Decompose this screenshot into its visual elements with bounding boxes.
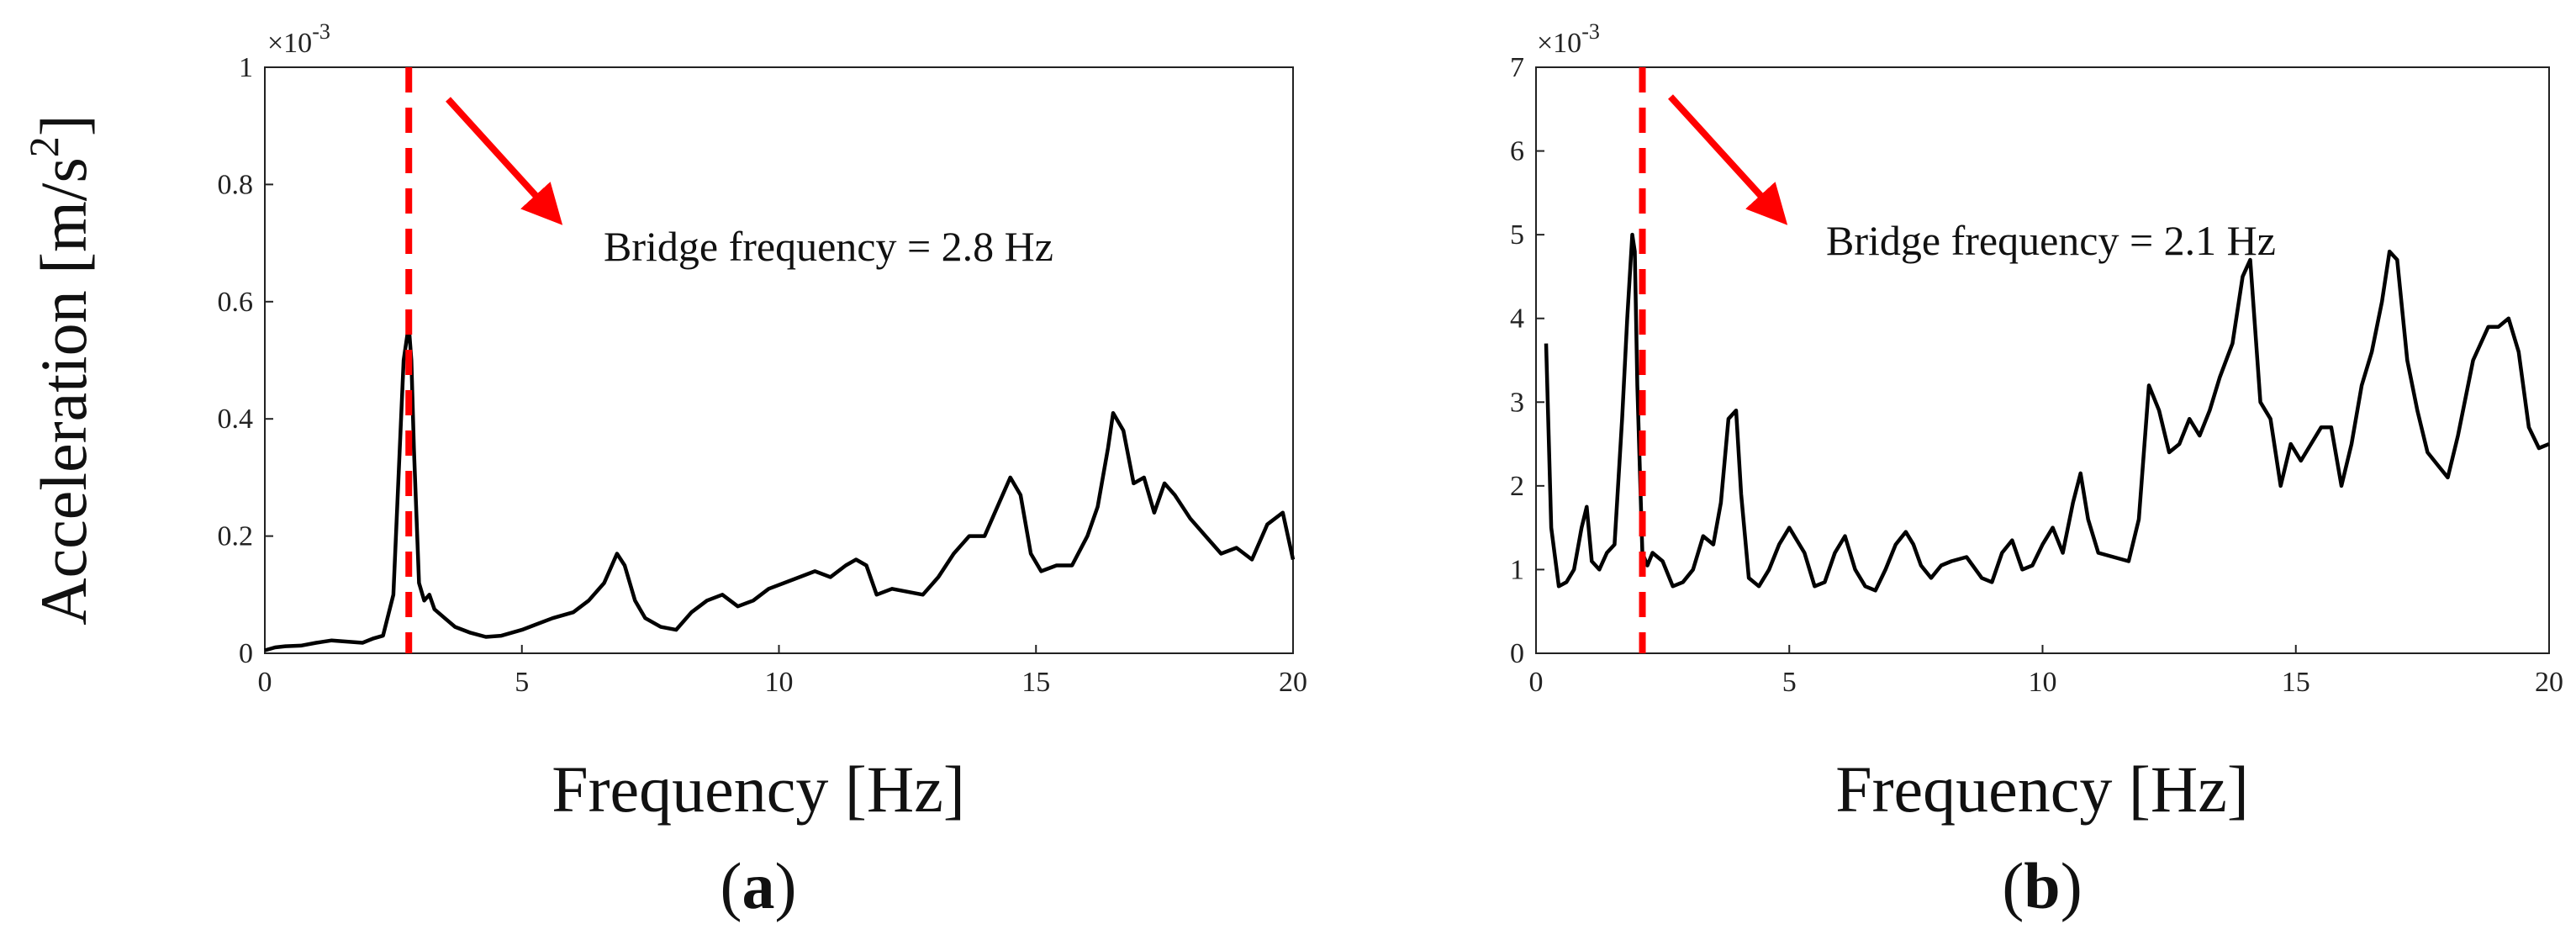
y-tick-label: 4	[1510, 304, 1524, 335]
chart-panel-a: 0 0.2 0.4 0.6 0.8 1 0 5 10 15 20 ×10-3 Bridge fre…	[218, 19, 1308, 922]
y-tick-label: 7	[1510, 52, 1524, 83]
annotation-text-b: Bridge frequency = 2.1 Hz	[1826, 217, 2276, 264]
y-tick-label: 2	[1510, 471, 1524, 502]
panel-label-a: (a)	[721, 849, 797, 922]
y-axis-label: Acceleration [m/s2]	[20, 114, 99, 626]
x-tick-label: 15	[1021, 667, 1050, 698]
y-tick-label: 6	[1510, 136, 1524, 167]
x-tick-label: 10	[2029, 667, 2057, 698]
y-multiplier-b: ×10-3	[1537, 19, 1600, 59]
y-tick-label: 0.2	[218, 521, 254, 552]
y-tick-label: 1	[1510, 554, 1524, 585]
y-multiplier-a: ×10-3	[267, 19, 330, 59]
x-tick-label: 5	[1782, 667, 1797, 698]
y-ticks-a: 0 0.2 0.4 0.6 0.8 1	[218, 52, 273, 669]
x-tick-label: 20	[1279, 667, 1307, 698]
x-tick-label: 5	[515, 667, 529, 698]
plot-frame-b	[1535, 66, 2550, 654]
x-tick-label: 0	[1529, 667, 1544, 698]
annotation-arrow-b	[1668, 94, 1788, 225]
series-line-b	[1544, 232, 2550, 593]
y-tick-label: 0.4	[218, 404, 254, 435]
x-tick-label: 10	[765, 667, 794, 698]
y-tick-label: 3	[1510, 387, 1524, 418]
y-tick-label: 0	[239, 638, 253, 669]
panel-label-b: (b)	[2002, 849, 2082, 922]
annotation-arrow-a	[446, 97, 563, 225]
annotation-text-a: Bridge frequency = 2.8 Hz	[604, 223, 1053, 270]
x-axis-label-b: Frequency [Hz]	[1835, 753, 2249, 826]
y-tick-label: 0.8	[218, 169, 254, 200]
y-tick-label: 5	[1510, 219, 1524, 251]
x-ticks-a: 0 5 10 15 20	[258, 645, 1307, 698]
y-tick-label: 0	[1510, 638, 1524, 669]
y-ticks-b: 0 1 2 3 4 5 6 7	[1510, 52, 1544, 669]
y-tick-label: 0.6	[218, 287, 254, 318]
x-tick-label: 20	[2535, 667, 2563, 698]
x-ticks-b: 0 5 10 15 20	[1529, 645, 2563, 698]
series-line-a	[264, 323, 1296, 652]
y-tick-label: 1	[239, 52, 253, 83]
x-tick-label: 0	[258, 667, 272, 698]
x-axis-label-a: Frequency [Hz]	[552, 753, 965, 826]
chart-panel-b: 0 1 2 3 4 5 6 7 0 5 10 15 20 ×10-3 Bridge frequency…	[1510, 19, 2563, 922]
x-tick-label: 15	[2282, 667, 2310, 698]
